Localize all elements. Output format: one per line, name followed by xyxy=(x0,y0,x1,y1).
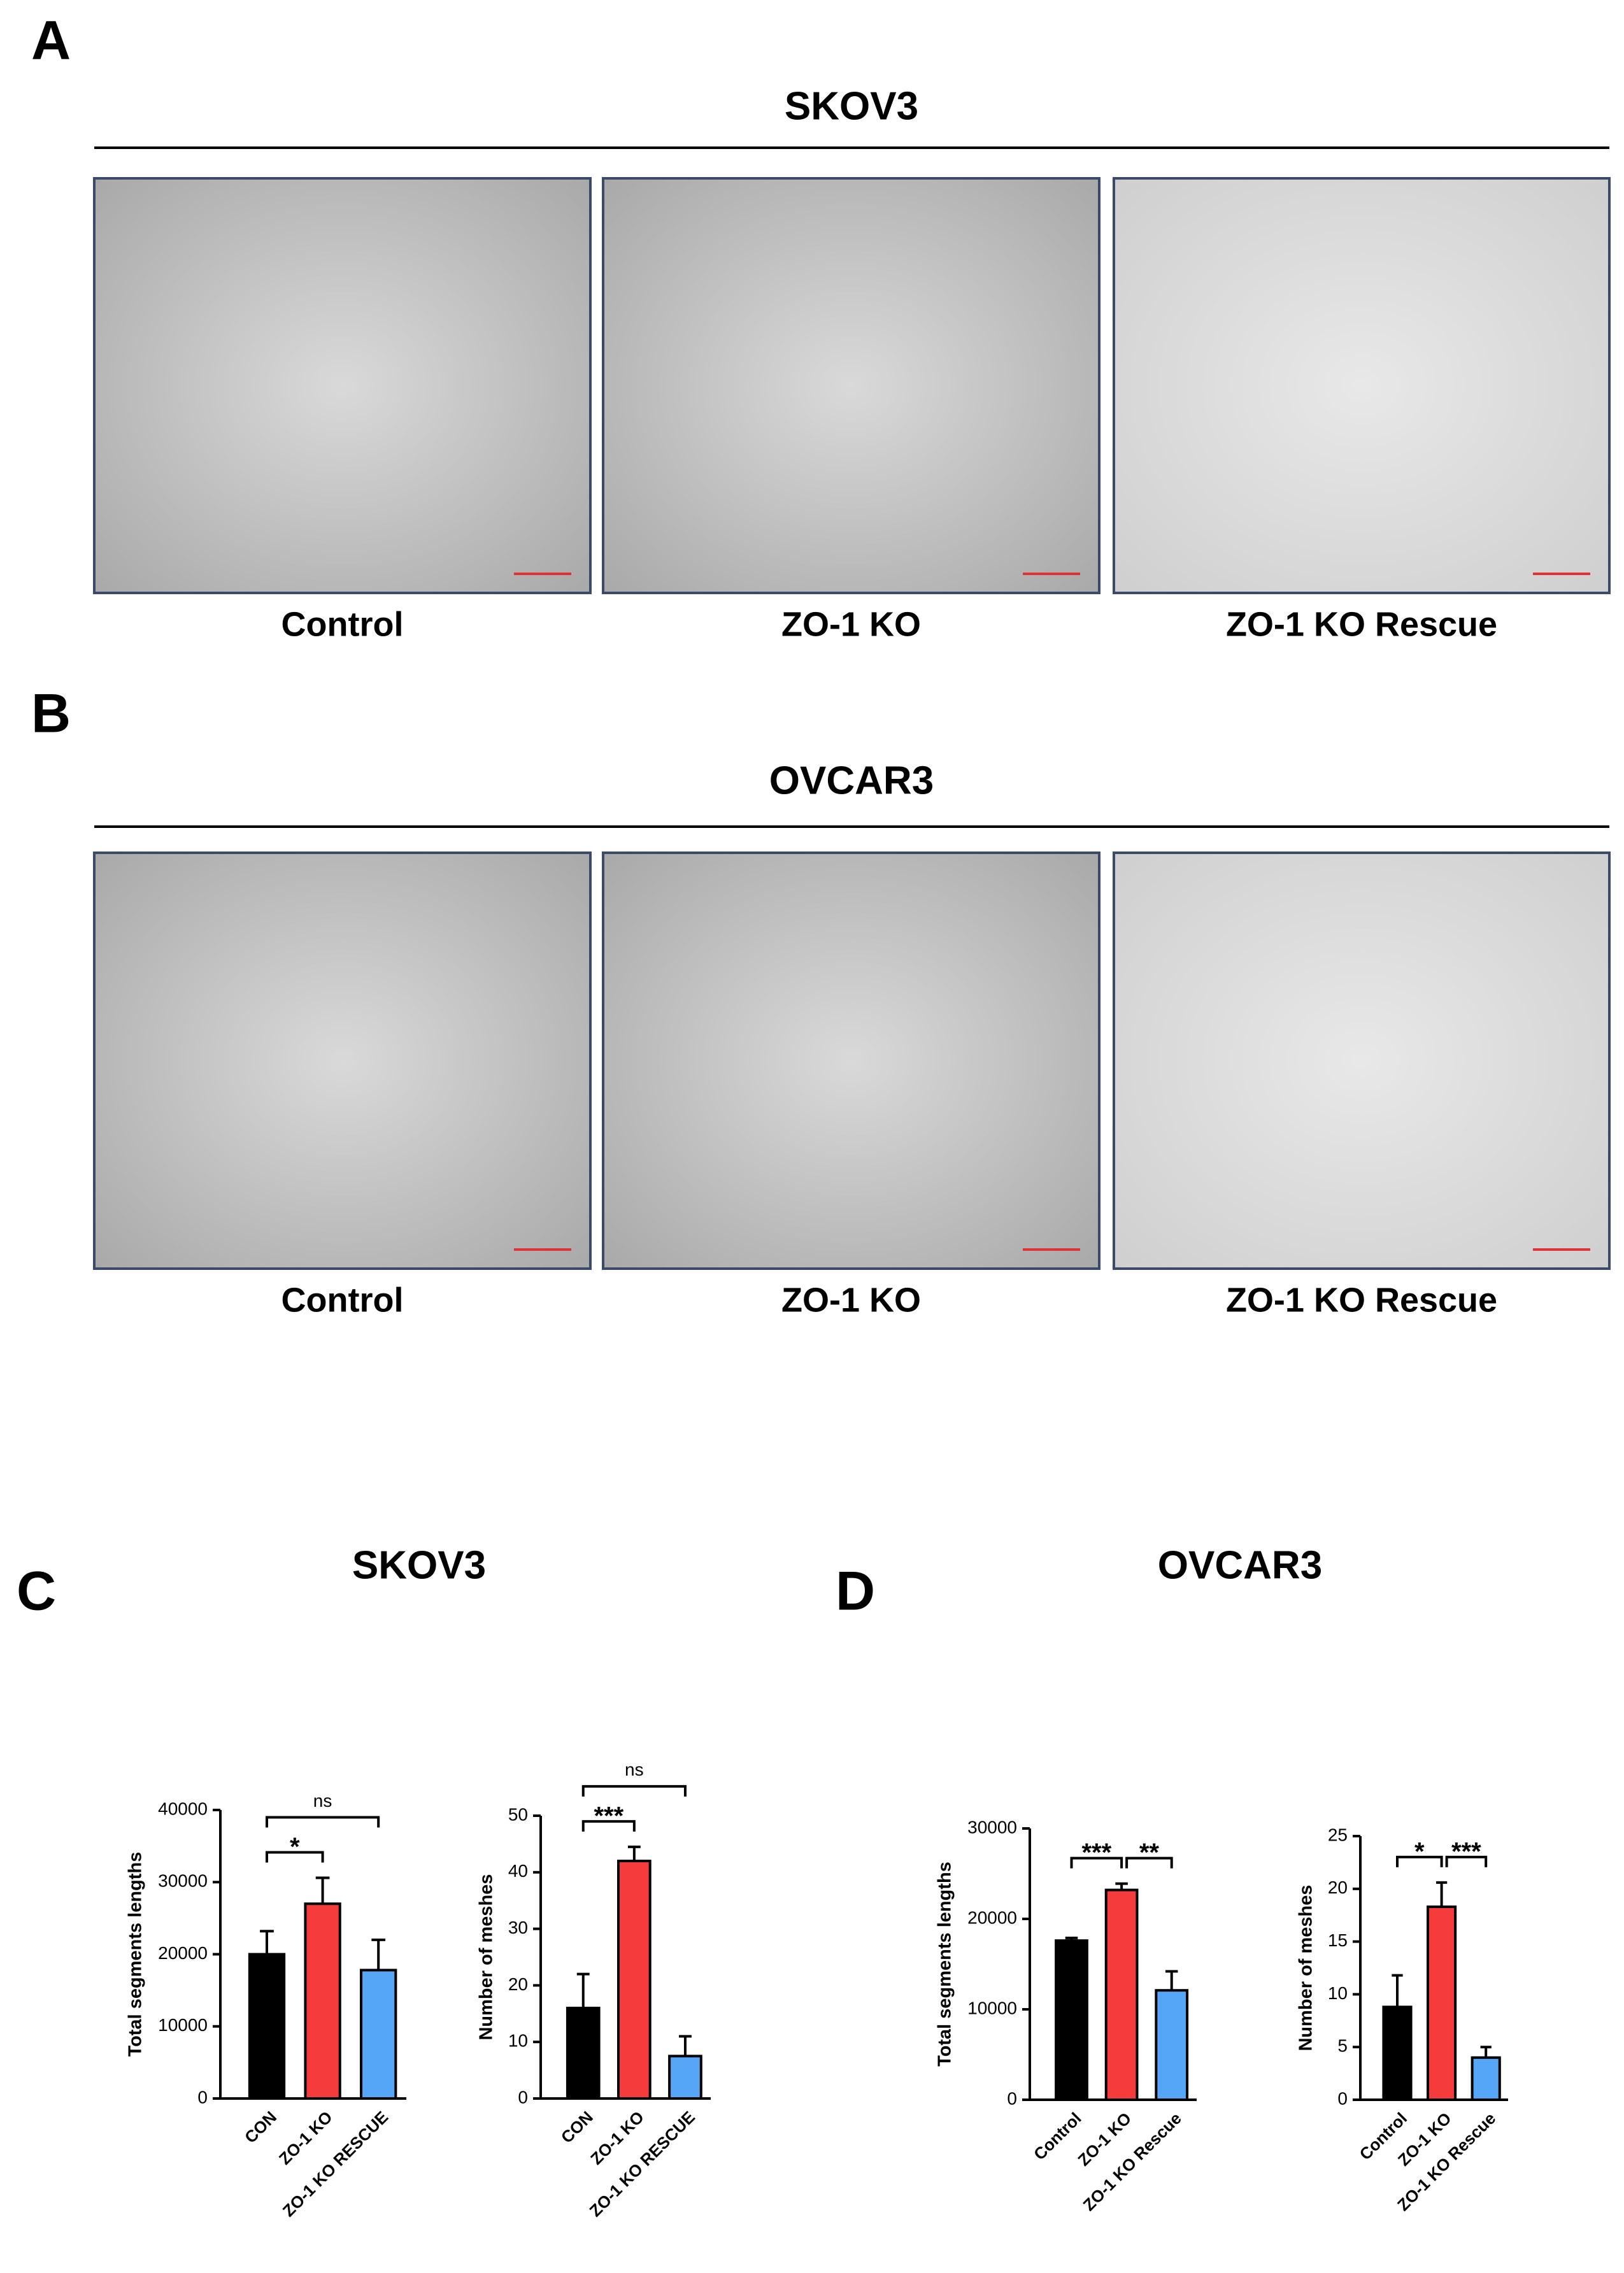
bar xyxy=(360,1969,397,2100)
image-label: Control xyxy=(281,1281,404,1319)
significance-bracket xyxy=(266,1816,380,1828)
micrograph xyxy=(93,177,592,594)
y-tick-label: 20 xyxy=(508,1974,528,1994)
significance-bracket xyxy=(1445,1855,1488,1867)
panel-heading: OVCAR3 xyxy=(769,759,934,802)
y-axis-label: Total segments lengths xyxy=(935,1862,955,2067)
bar xyxy=(566,2006,601,2100)
significance-bracket xyxy=(1396,1855,1443,1867)
micrograph xyxy=(1113,177,1611,594)
y-tick-label: 10000 xyxy=(158,2015,208,2035)
significance-label: * xyxy=(1414,1837,1425,1865)
y-tick-label: 10000 xyxy=(967,1998,1017,2018)
bar xyxy=(1382,2006,1413,2101)
x-tick-label: CON xyxy=(241,2107,280,2147)
micrograph xyxy=(602,851,1100,1270)
panel-heading: SKOV3 xyxy=(352,1543,486,1587)
bar xyxy=(1155,1989,1189,2101)
image-label: ZO-1 KO xyxy=(781,1281,921,1319)
bar xyxy=(248,1953,286,2100)
x-tick-label: ZO-1 KO RESCUE xyxy=(279,2107,392,2221)
y-tick-label: 20 xyxy=(1328,1878,1348,1897)
y-tick-label: 40 xyxy=(508,1861,528,1881)
significance-bracket xyxy=(581,1820,636,1832)
panel-letter: D xyxy=(836,1561,875,1622)
y-tick-label: 0 xyxy=(518,2087,528,2107)
significance-bracket xyxy=(266,1851,324,1863)
significance-bracket xyxy=(1070,1856,1123,1869)
significance-label: * xyxy=(290,1833,300,1861)
bar xyxy=(304,1902,341,2100)
bar xyxy=(617,1860,652,2100)
image-label: ZO-1 KO Rescue xyxy=(1226,1281,1497,1319)
y-tick-label: 30 xyxy=(508,1918,528,1937)
y-axis-label: Number of meshes xyxy=(1296,1885,1316,2051)
y-tick-label: 50 xyxy=(508,1804,528,1824)
y-tick-label: 20000 xyxy=(158,1943,208,1963)
image-label: Control xyxy=(281,605,404,643)
significance-label: *** xyxy=(1081,1839,1111,1867)
y-tick-label: 20000 xyxy=(967,1907,1017,1927)
y-axis-label: Number of meshes xyxy=(476,1874,497,2040)
panel-heading: SKOV3 xyxy=(785,84,918,128)
y-tick-label: 40000 xyxy=(158,1799,208,1818)
significance-bracket xyxy=(1125,1856,1173,1869)
significance-bracket xyxy=(581,1785,687,1797)
y-axis-label: Total segments lengths xyxy=(125,1852,146,2057)
y-tick-label: 15 xyxy=(1328,1930,1348,1950)
y-tick-label: 5 xyxy=(1337,2036,1348,2056)
y-tick-label: 0 xyxy=(197,2087,208,2107)
panel-letter: B xyxy=(31,683,71,745)
image-label: ZO-1 KO xyxy=(781,605,921,643)
bar xyxy=(1471,2056,1501,2102)
y-tick-label: 0 xyxy=(1007,2088,1017,2108)
bar-chart: 0 10000 20000 30000 40000 Total segments leng… xyxy=(125,1791,406,2221)
y-tick-label: 30000 xyxy=(158,1871,208,1891)
micrograph xyxy=(1113,851,1611,1270)
x-tick-label: CON xyxy=(557,2107,597,2147)
y-tick-label: 10 xyxy=(1328,1983,1348,2003)
bar xyxy=(1104,1888,1139,2102)
panel-letter: A xyxy=(31,10,71,71)
bar xyxy=(1055,1939,1088,2102)
micrograph xyxy=(602,177,1100,594)
y-tick-label: 30000 xyxy=(967,1817,1017,1837)
micrograph xyxy=(93,851,592,1270)
y-tick-label: 25 xyxy=(1328,1825,1348,1844)
bar xyxy=(668,2055,702,2100)
significance-label: ns xyxy=(313,1791,332,1811)
image-label: ZO-1 KO Rescue xyxy=(1226,605,1497,643)
significance-label: *** xyxy=(594,1802,623,1830)
significance-label: ns xyxy=(625,1760,644,1779)
panel-letter: C xyxy=(17,1561,56,1622)
bar xyxy=(1427,1905,1457,2101)
y-tick-label: 10 xyxy=(508,2031,528,2051)
panel-heading: OVCAR3 xyxy=(1158,1543,1322,1587)
y-tick-label: 0 xyxy=(1337,2088,1348,2108)
significance-label: *** xyxy=(1451,1837,1481,1865)
significance-label: ** xyxy=(1139,1839,1160,1867)
